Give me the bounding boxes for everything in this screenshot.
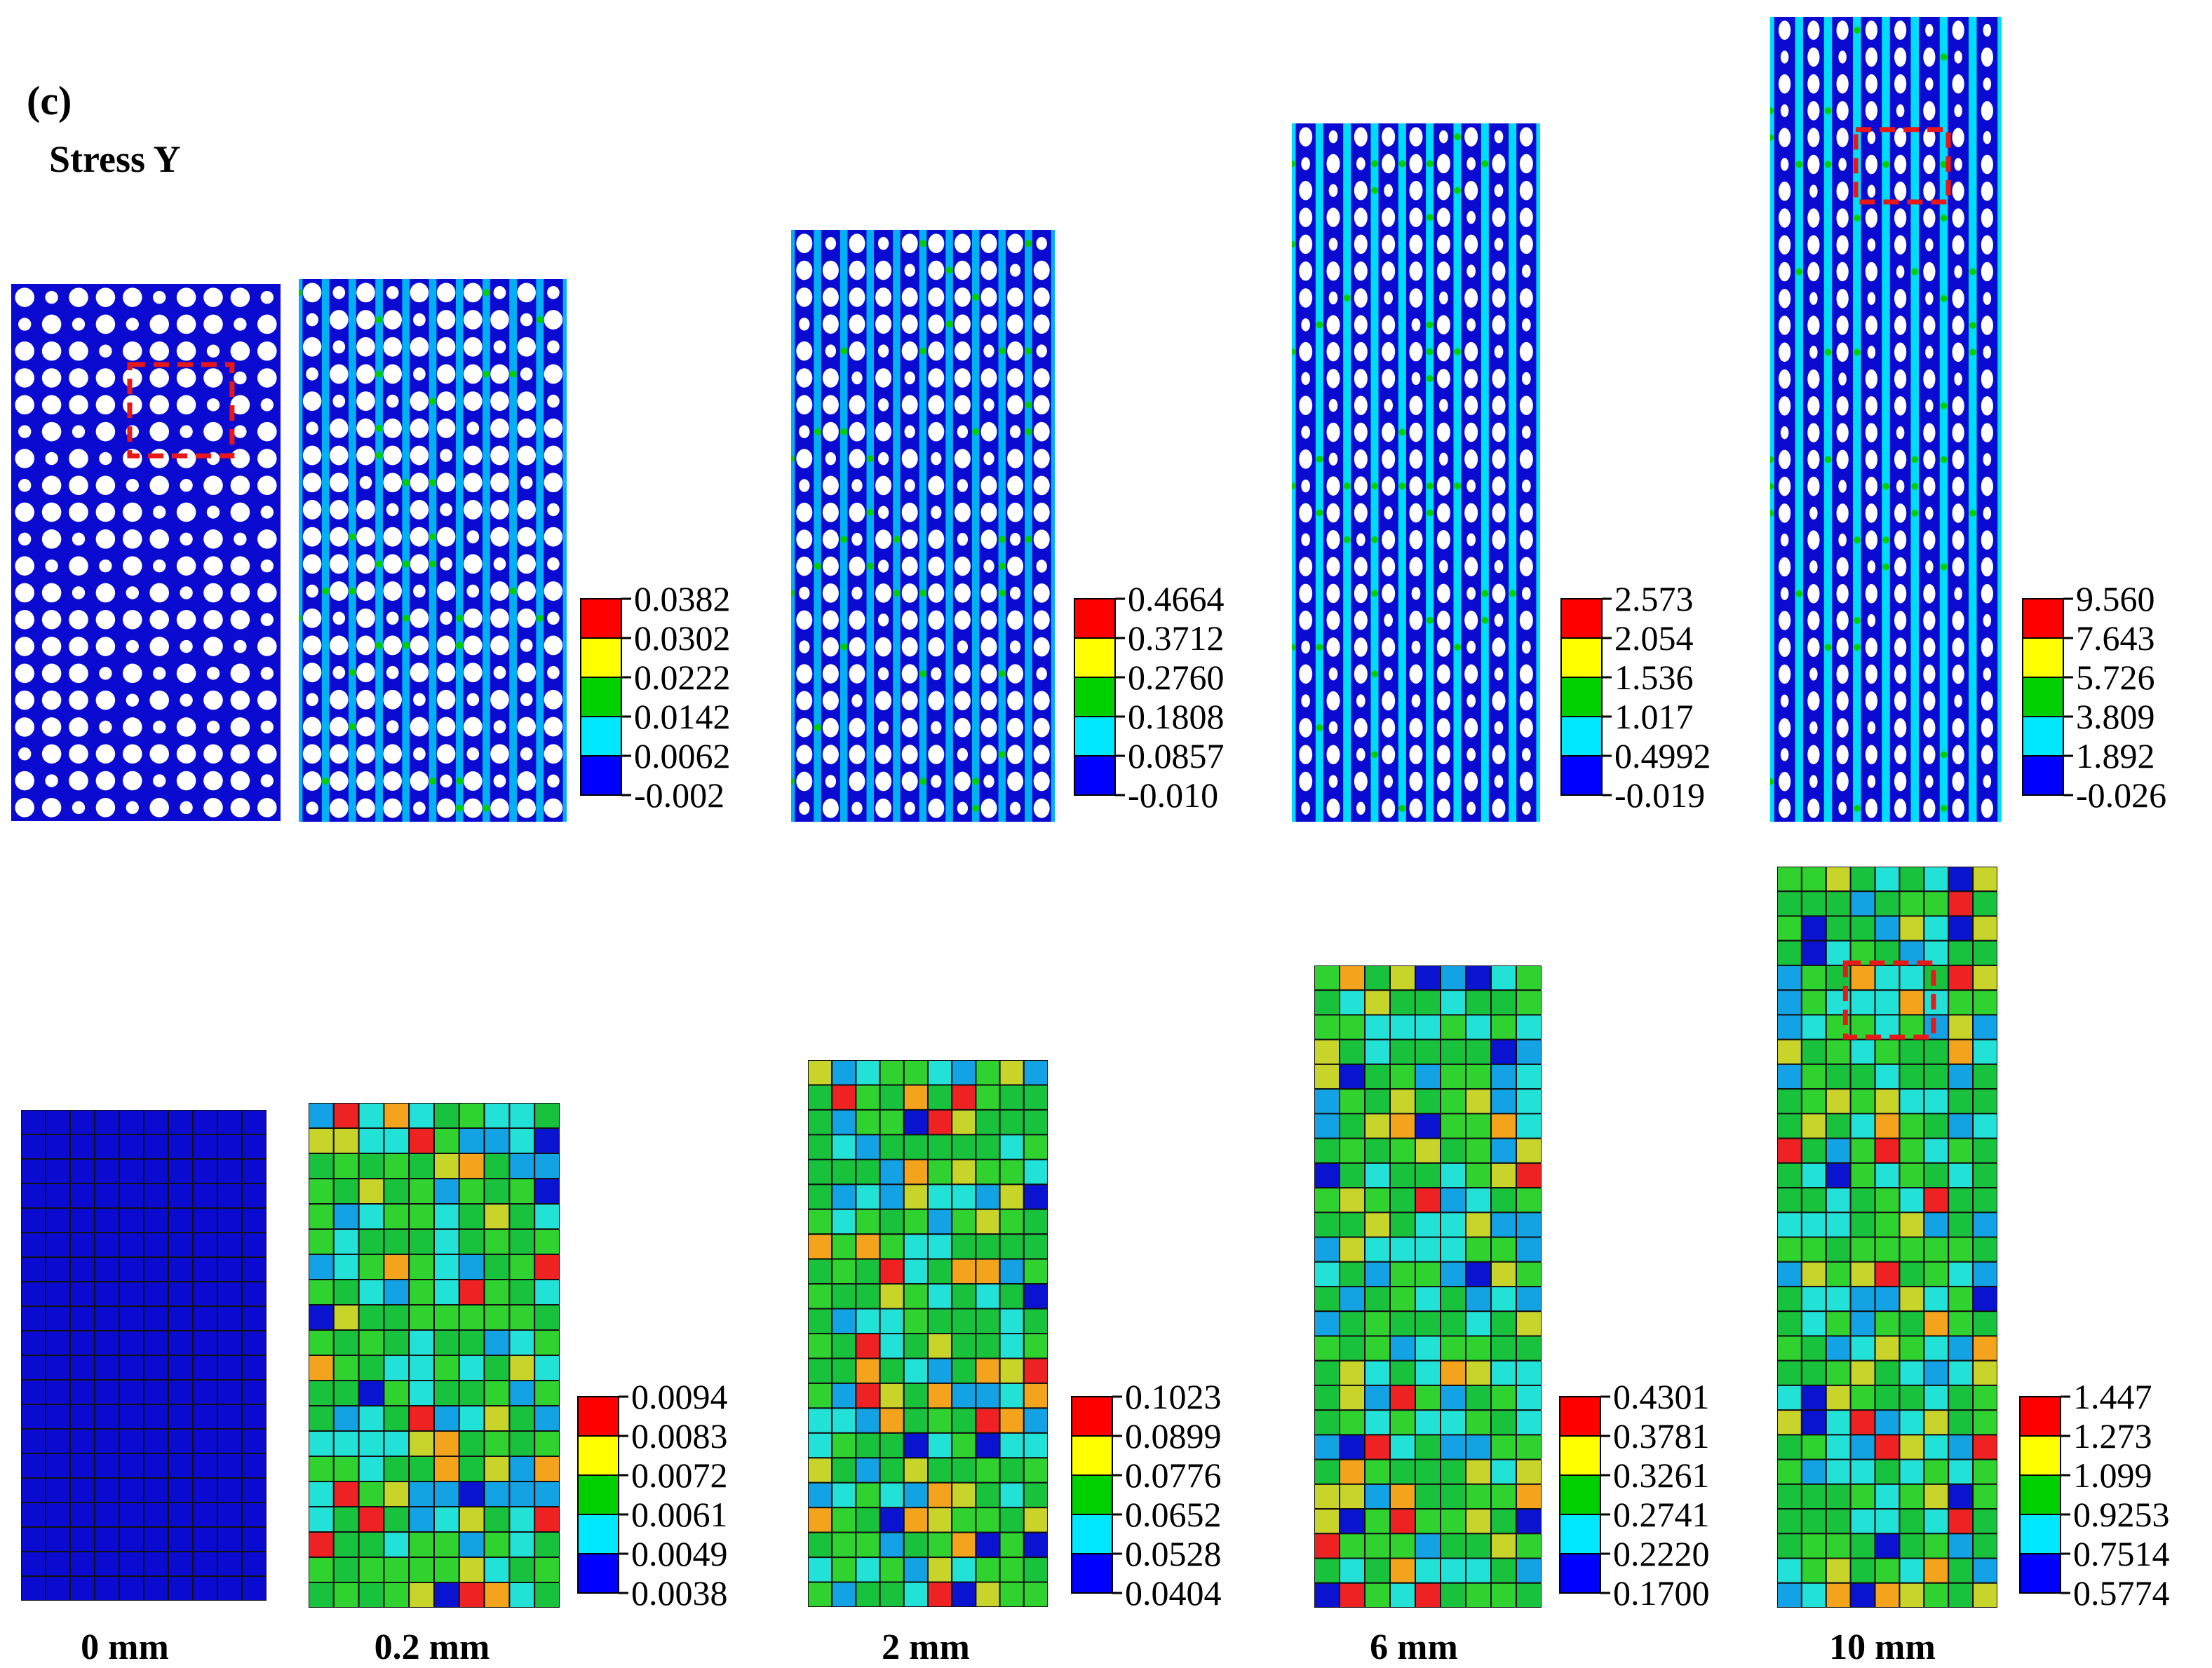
legend-tick-label: 1.536 bbox=[1614, 658, 1694, 697]
legend-tick-label: 0.0528 bbox=[1125, 1534, 1222, 1573]
column-label-0mm: 0 mm bbox=[81, 1627, 169, 1667]
legend-tick-label: 0.1023 bbox=[1125, 1377, 1222, 1416]
legend-tick-label: 3.809 bbox=[2076, 697, 2155, 736]
legend-tick-label: 7.643 bbox=[2076, 618, 2155, 658]
plot-top-10mm bbox=[1770, 17, 2002, 822]
legend-tick-label: -0.002 bbox=[634, 775, 724, 815]
stress-label: Stress Y bbox=[49, 138, 181, 180]
legend-tick-label: 0.0302 bbox=[634, 618, 731, 658]
panel-label: (c) bbox=[27, 78, 72, 123]
legend-tick-label: 0.0038 bbox=[631, 1573, 728, 1613]
legend-tick-label: 0.3712 bbox=[1128, 618, 1225, 658]
legend-tick-label: 0.1700 bbox=[1613, 1573, 1710, 1613]
legend-tick-label: 2.054 bbox=[1614, 618, 1694, 658]
legend-tick-label: 1.099 bbox=[2073, 1456, 2152, 1495]
legend-top-2mm: 0.4664 0.3712 0.2760 0.1808 0.0857 -0.010 bbox=[1074, 579, 1243, 815]
legend-tick-label: 0.2741 bbox=[1613, 1495, 1710, 1534]
plot-bottom-2mm bbox=[808, 1060, 1048, 1607]
legend-tick-label: -0.026 bbox=[2076, 775, 2166, 815]
legend-top-10mm: 9.560 7.643 5.726 3.809 1.892 -0.026 bbox=[2022, 579, 2191, 815]
legend-tick-label: 0.0142 bbox=[634, 697, 731, 736]
legend-tick-label: 0.1808 bbox=[1128, 697, 1225, 736]
legend-tick-label: 0.0222 bbox=[634, 658, 731, 697]
plot-bottom-0mm bbox=[21, 1110, 267, 1601]
legend-tick-label: 0.0899 bbox=[1125, 1416, 1222, 1456]
plot-top-2mm bbox=[791, 230, 1055, 822]
plot-top-0mm bbox=[11, 284, 281, 821]
legend-tick-label: -0.019 bbox=[1614, 775, 1705, 815]
plot-bottom-10mm bbox=[1777, 867, 1997, 1608]
column-label-6mm: 6 mm bbox=[1370, 1627, 1458, 1667]
plot-top-6mm bbox=[1292, 123, 1540, 822]
legend-tick-label: 0.0652 bbox=[1125, 1495, 1222, 1534]
legend-tick-label: 0.0382 bbox=[634, 579, 731, 618]
plot-bottom-6mm bbox=[1314, 965, 1542, 1608]
legend-tick-label: 0.4664 bbox=[1128, 579, 1225, 618]
legend-tick-label: 1.273 bbox=[2073, 1416, 2152, 1456]
legend-tick-label: 0.0857 bbox=[1128, 736, 1225, 775]
plot-bottom-0.2mm bbox=[309, 1103, 560, 1608]
legend-top-0.2mm: 0.0382 0.0302 0.0222 0.0142 0.0062 -0.002 bbox=[580, 579, 749, 815]
legend-tick-label: 0.4992 bbox=[1614, 736, 1711, 775]
legend-tick-label: 0.0062 bbox=[634, 736, 731, 775]
legend-tick-label: 0.2760 bbox=[1128, 658, 1225, 697]
legend-tick-label: 0.7514 bbox=[2073, 1534, 2170, 1573]
plot-top-0.2mm bbox=[299, 279, 567, 822]
legend-bottom-2mm: 0.1023 0.0899 0.0776 0.0652 0.0528 0.0404 bbox=[1071, 1377, 1240, 1613]
legend-tick-label: 1.892 bbox=[2076, 736, 2155, 775]
legend-tick-label: -0.010 bbox=[1128, 775, 1218, 815]
legend-tick-label: 0.0404 bbox=[1125, 1573, 1222, 1613]
legend-tick-label: 1.017 bbox=[1614, 697, 1694, 736]
column-label-10mm: 10 mm bbox=[1829, 1627, 1936, 1667]
legend-tick-label: 0.3261 bbox=[1613, 1456, 1710, 1495]
legend-tick-label: 0.0072 bbox=[631, 1456, 728, 1495]
legend-tick-label: 1.447 bbox=[2073, 1377, 2152, 1416]
legend-top-6mm: 2.573 2.054 1.536 1.017 0.4992 -0.019 bbox=[1560, 579, 1729, 815]
legend-tick-label: 9.560 bbox=[2076, 579, 2155, 618]
legend-bottom-0.2mm: 0.0094 0.0083 0.0072 0.0061 0.0049 0.0038 bbox=[577, 1377, 746, 1613]
legend-tick-label: 0.0094 bbox=[631, 1377, 728, 1416]
legend-tick-label: 0.2220 bbox=[1613, 1534, 1710, 1573]
legend-tick-label: 0.0061 bbox=[631, 1495, 728, 1534]
legend-tick-label: 0.0049 bbox=[631, 1534, 728, 1573]
legend-bottom-6mm: 0.4301 0.3781 0.3261 0.2741 0.2220 0.1700 bbox=[1559, 1377, 1728, 1613]
legend-tick-label: 0.0083 bbox=[631, 1416, 728, 1456]
legend-tick-label: 5.726 bbox=[2076, 658, 2155, 697]
legend-tick-label: 0.3781 bbox=[1613, 1416, 1710, 1456]
legend-tick-label: 2.573 bbox=[1614, 579, 1694, 618]
legend-tick-label: 0.9253 bbox=[2073, 1495, 2170, 1534]
legend-tick-label: 0.4301 bbox=[1613, 1377, 1710, 1416]
legend-tick-label: 0.5774 bbox=[2073, 1573, 2170, 1613]
column-label-2mm: 2 mm bbox=[882, 1627, 970, 1667]
legend-tick-label: 0.0776 bbox=[1125, 1456, 1222, 1495]
column-label-0.2mm: 0.2 mm bbox=[374, 1627, 490, 1667]
legend-bottom-10mm: 1.447 1.273 1.099 0.9253 0.7514 0.5774 bbox=[2019, 1377, 2188, 1613]
